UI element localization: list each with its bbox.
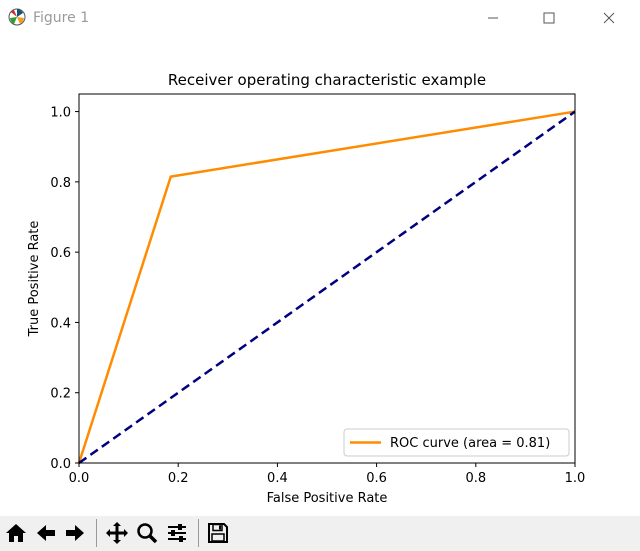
roc-chart: Receiver operating characteristic exampl… <box>27 71 585 506</box>
minimize-button[interactable] <box>470 0 516 36</box>
y-tick-label: 0.4 <box>50 316 71 331</box>
navigation-toolbar <box>0 516 640 551</box>
ticks-layer: 0.0 0.2 0.4 0.6 0.8 1.0 0.0 0.2 0.4 0.6 0.8 1.0 <box>50 106 585 486</box>
save-icon <box>208 523 228 543</box>
x-tick-label: 0.4 <box>267 471 288 486</box>
maximize-icon <box>543 12 555 24</box>
legend: ROC curve (area = 0.81) <box>343 428 570 457</box>
forward-icon <box>66 525 84 541</box>
home-icon <box>6 524 26 542</box>
save-button[interactable] <box>205 520 231 546</box>
series-layer <box>77 110 576 465</box>
toolbar-separator <box>198 519 199 547</box>
x-tick-label: 1.0 <box>565 471 586 486</box>
pan-icon <box>106 522 128 544</box>
y-axis-label: True Positive Rate <box>27 221 42 338</box>
window-title: Figure 1 <box>33 10 90 26</box>
y-tick-label: 0.6 <box>50 246 71 261</box>
back-icon <box>37 525 55 541</box>
close-icon <box>603 12 615 24</box>
matplotlib-logo-icon <box>8 8 26 26</box>
legend-frame <box>343 428 570 457</box>
x-tick-label: 0.2 <box>168 471 189 486</box>
y-tick-label: 0.8 <box>50 176 71 191</box>
x-tick-label: 0.8 <box>465 471 486 486</box>
toolbar-separator <box>96 519 97 547</box>
window-titlebar: Figure 1 <box>0 0 640 36</box>
legend-label: ROC curve (area = 0.81) <box>390 436 550 451</box>
zoom-button[interactable] <box>134 520 160 546</box>
x-tick-label: 0.0 <box>69 471 90 486</box>
x-tick-label: 0.6 <box>366 471 387 486</box>
roc-curve-line <box>77 110 576 464</box>
minimize-icon <box>488 17 498 19</box>
y-tick-label: 0.2 <box>50 387 71 402</box>
zoom-icon <box>137 523 158 544</box>
configure-subplots-icon <box>168 524 186 542</box>
configure-subplots-button[interactable] <box>164 520 190 546</box>
chance-diagonal-line <box>78 110 576 465</box>
maximize-button[interactable] <box>526 0 572 36</box>
y-tick-label: 0.0 <box>50 457 71 472</box>
figure-canvas[interactable]: Receiver operating characteristic exampl… <box>0 36 640 516</box>
x-axis-label: False Positive Rate <box>267 491 388 506</box>
forward-button[interactable] <box>62 520 88 546</box>
y-tick-label: 1.0 <box>50 106 71 121</box>
axes-frame <box>78 93 576 464</box>
back-button[interactable] <box>33 520 59 546</box>
chart-title: Receiver operating characteristic exampl… <box>168 71 486 89</box>
pan-button[interactable] <box>104 520 130 546</box>
close-button[interactable] <box>586 0 632 36</box>
home-button[interactable] <box>3 520 29 546</box>
